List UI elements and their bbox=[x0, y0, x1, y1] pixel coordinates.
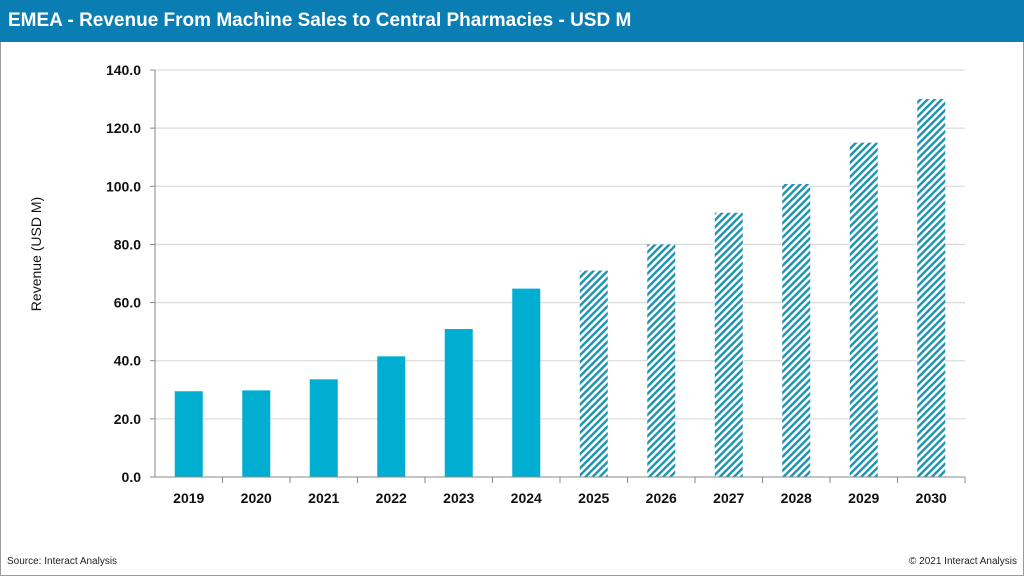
bar-2019 bbox=[174, 391, 203, 477]
bar-2029 bbox=[849, 142, 878, 477]
x-tick-label: 2019 bbox=[173, 490, 204, 506]
bar-2025 bbox=[579, 270, 608, 477]
x-tick-label: 2022 bbox=[376, 490, 407, 506]
x-tick-label: 2021 bbox=[308, 490, 339, 506]
y-tick-label: 60.0 bbox=[114, 295, 141, 311]
bar-2027 bbox=[714, 212, 743, 477]
bar-2026 bbox=[647, 244, 676, 477]
x-tick-label: 2023 bbox=[443, 490, 474, 506]
x-tick-label: 2030 bbox=[916, 490, 947, 506]
bar-2028 bbox=[782, 183, 811, 477]
bar-2023 bbox=[444, 329, 473, 477]
y-tick-label: 80.0 bbox=[114, 236, 141, 252]
bar-2022 bbox=[377, 356, 406, 477]
bar-2020 bbox=[242, 390, 271, 477]
x-tick-label: 2025 bbox=[578, 490, 609, 506]
y-tick-label: 100.0 bbox=[106, 178, 141, 194]
copyright-note: © 2021 Interact Analysis bbox=[909, 556, 1017, 567]
bar-2024 bbox=[512, 288, 541, 477]
chart-title: EMEA - Revenue From Machine Sales to Cen… bbox=[0, 0, 1024, 42]
y-tick-label: 120.0 bbox=[106, 120, 141, 136]
x-tick-label: 2029 bbox=[848, 490, 879, 506]
x-tick-label: 2028 bbox=[781, 490, 812, 506]
y-tick-label: 40.0 bbox=[114, 353, 141, 369]
bar-2021 bbox=[309, 379, 338, 477]
source-note: Source: Interact Analysis bbox=[7, 556, 118, 567]
y-tick-label: 140.0 bbox=[106, 62, 141, 78]
x-tick-label: 2027 bbox=[713, 490, 744, 506]
y-tick-label: 20.0 bbox=[114, 411, 141, 427]
y-axis-label: Revenue (USD M) bbox=[28, 197, 44, 311]
x-tick-label: 2026 bbox=[646, 490, 677, 506]
bar-2030 bbox=[917, 99, 946, 478]
y-tick-label: 0.0 bbox=[122, 469, 142, 485]
x-tick-label: 2024 bbox=[511, 490, 542, 506]
x-tick-label: 2020 bbox=[241, 490, 272, 506]
